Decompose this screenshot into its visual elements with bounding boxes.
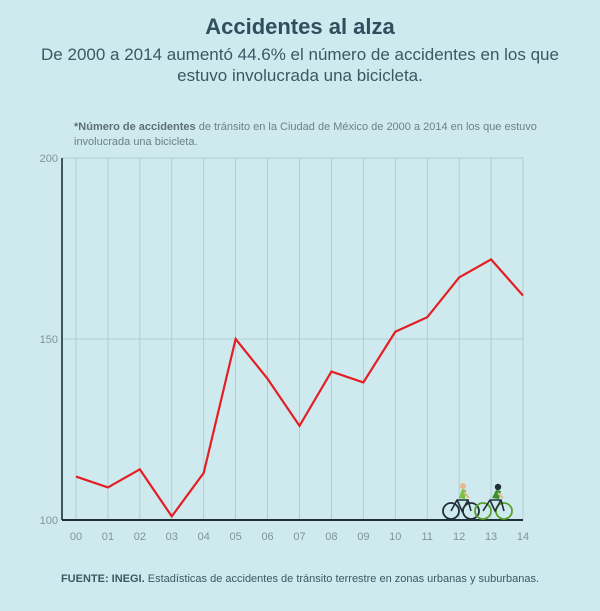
x-tick-label: 02 <box>134 531 146 543</box>
x-tick-label: 00 <box>70 531 82 543</box>
bicycle-rider-icon <box>442 483 480 520</box>
chart-title: Accidentes al alza <box>205 14 395 39</box>
chart-source: FUENTE: INEGI. Estadísticas de accidente… <box>0 573 600 585</box>
x-tick-label: 09 <box>357 531 369 543</box>
chart-grid <box>62 157 524 520</box>
source-bold: FUENTE: INEGI. <box>60 573 145 585</box>
series-line <box>75 257 524 519</box>
x-tick-label: 08 <box>325 531 337 543</box>
x-tick-label: 11 <box>422 531 433 543</box>
y-axis-ticks: 100 150 200 <box>40 153 58 527</box>
x-axis-ticks: 00 01 02 03 04 05 06 07 08 09 10 11 12 13 14 <box>70 531 529 543</box>
chart-subtitle: De 2000 a 2014 aumentó 44.6% el número d… <box>41 45 559 85</box>
x-tick-label: 07 <box>293 531 305 543</box>
x-tick-label: 14 <box>517 531 529 543</box>
source-text: Estadísticas de accidentes de tránsito t… <box>144 573 540 585</box>
x-tick-label: 05 <box>230 531 242 543</box>
note-bold: *Número de accidentes <box>74 121 196 133</box>
y-tick-label: 150 <box>40 334 58 346</box>
x-tick-label: 10 <box>389 531 401 543</box>
x-tick-label: 12 <box>453 531 465 543</box>
x-tick-label: 04 <box>198 531 210 543</box>
bicycle-rider-icon <box>474 483 513 520</box>
note-text: de tránsito en la Ciudad de México de 20… <box>74 121 537 148</box>
x-tick-label: 01 <box>102 531 114 543</box>
x-tick-label: 06 <box>261 531 273 543</box>
x-tick-label: 03 <box>166 531 178 543</box>
x-tick-label: 13 <box>485 531 497 543</box>
y-tick-label: 100 <box>40 515 58 527</box>
chart-note: *Número de accidentes de tránsito en la … <box>74 120 554 150</box>
y-tick-label: 200 <box>40 153 58 165</box>
